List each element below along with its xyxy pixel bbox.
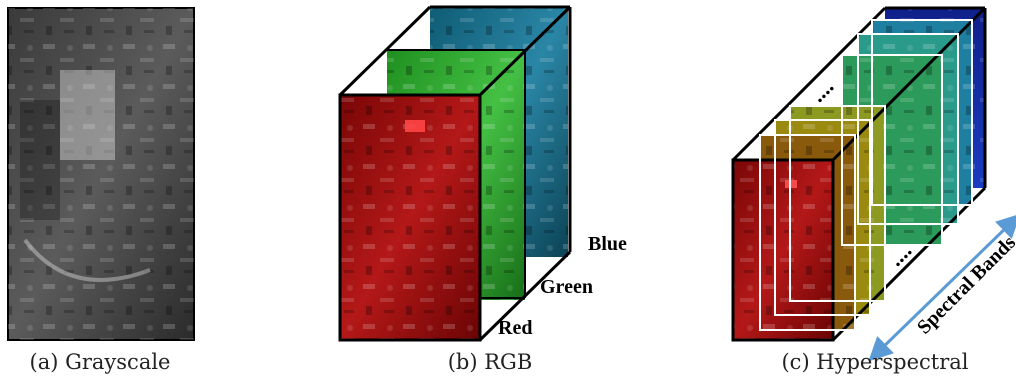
ellipsis-top: .... — [805, 74, 838, 107]
red-band — [340, 95, 480, 340]
label-red: Red — [498, 317, 532, 339]
hyperspectral-cube: .... .... Spectral Bands — [731, 6, 1016, 362]
rgb-cube: Blue Green Red — [338, 5, 627, 342]
rgb-cube-frame — [338, 5, 572, 342]
caption-hyperspectral: (c) Hyperspectral — [781, 350, 969, 374]
grayscale-image — [7, 7, 195, 341]
caption-grayscale: (a) Grayscale — [29, 350, 171, 374]
spectral-bands-label: Spectral Bands — [913, 231, 1016, 338]
label-blue: Blue — [588, 233, 627, 255]
band-front-red — [733, 160, 833, 340]
caption-rgb: (b) RGB — [447, 350, 533, 374]
label-green: Green — [540, 276, 593, 298]
spectral-bands-arrow — [868, 213, 1016, 362]
